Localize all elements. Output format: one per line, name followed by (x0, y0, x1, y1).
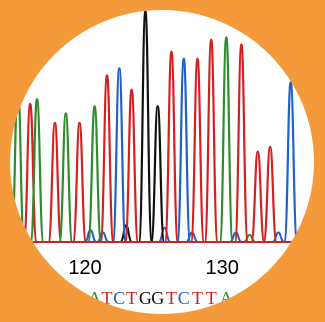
peak-T-10 (124, 88, 140, 244)
peak-A-3 (29, 98, 45, 244)
peak-T-8 (99, 74, 115, 244)
peak-T-16 (203, 38, 219, 244)
x-tick-label: 120 (68, 257, 101, 279)
peak-C-14 (176, 57, 192, 244)
peak-A-7 (87, 105, 103, 244)
x-tick-label: 130 (206, 257, 239, 279)
base-call-C: C (113, 288, 125, 308)
base-call-T: T (126, 288, 137, 308)
peak-T-15 (189, 57, 206, 244)
peak-T-4 (47, 121, 63, 244)
base-call-A: A (220, 288, 233, 308)
base-call-T: T (206, 288, 217, 308)
baseline-bump-C-3 (158, 226, 171, 243)
base-call-T: T (192, 288, 203, 308)
baseline-bump-A-6 (243, 233, 256, 243)
peak-T-13 (163, 50, 179, 244)
peak-G-11 (137, 10, 153, 244)
peak-T-20 (262, 145, 278, 244)
base-call-G: G (151, 288, 164, 308)
base-call-T: T (102, 288, 113, 308)
base-call-A: A (88, 288, 101, 308)
base-call-C: C (178, 288, 190, 308)
peak-T-19 (250, 150, 266, 244)
peak-T-2 (22, 102, 38, 244)
peak-T-6 (71, 121, 88, 244)
base-call-G: G (139, 288, 152, 308)
base-call-T: T (166, 288, 177, 308)
peak-G-12 (150, 105, 166, 244)
x-axis-ticks: 120 130 (68, 257, 239, 279)
peak-C-21 (283, 81, 299, 244)
peak-traces (10, 10, 299, 244)
peak-A-17 (218, 36, 234, 244)
peak-T-18 (233, 43, 249, 244)
peak-C-9 (111, 67, 127, 244)
baseline-bump-C-7 (272, 231, 285, 243)
peak-A-5 (58, 112, 74, 244)
